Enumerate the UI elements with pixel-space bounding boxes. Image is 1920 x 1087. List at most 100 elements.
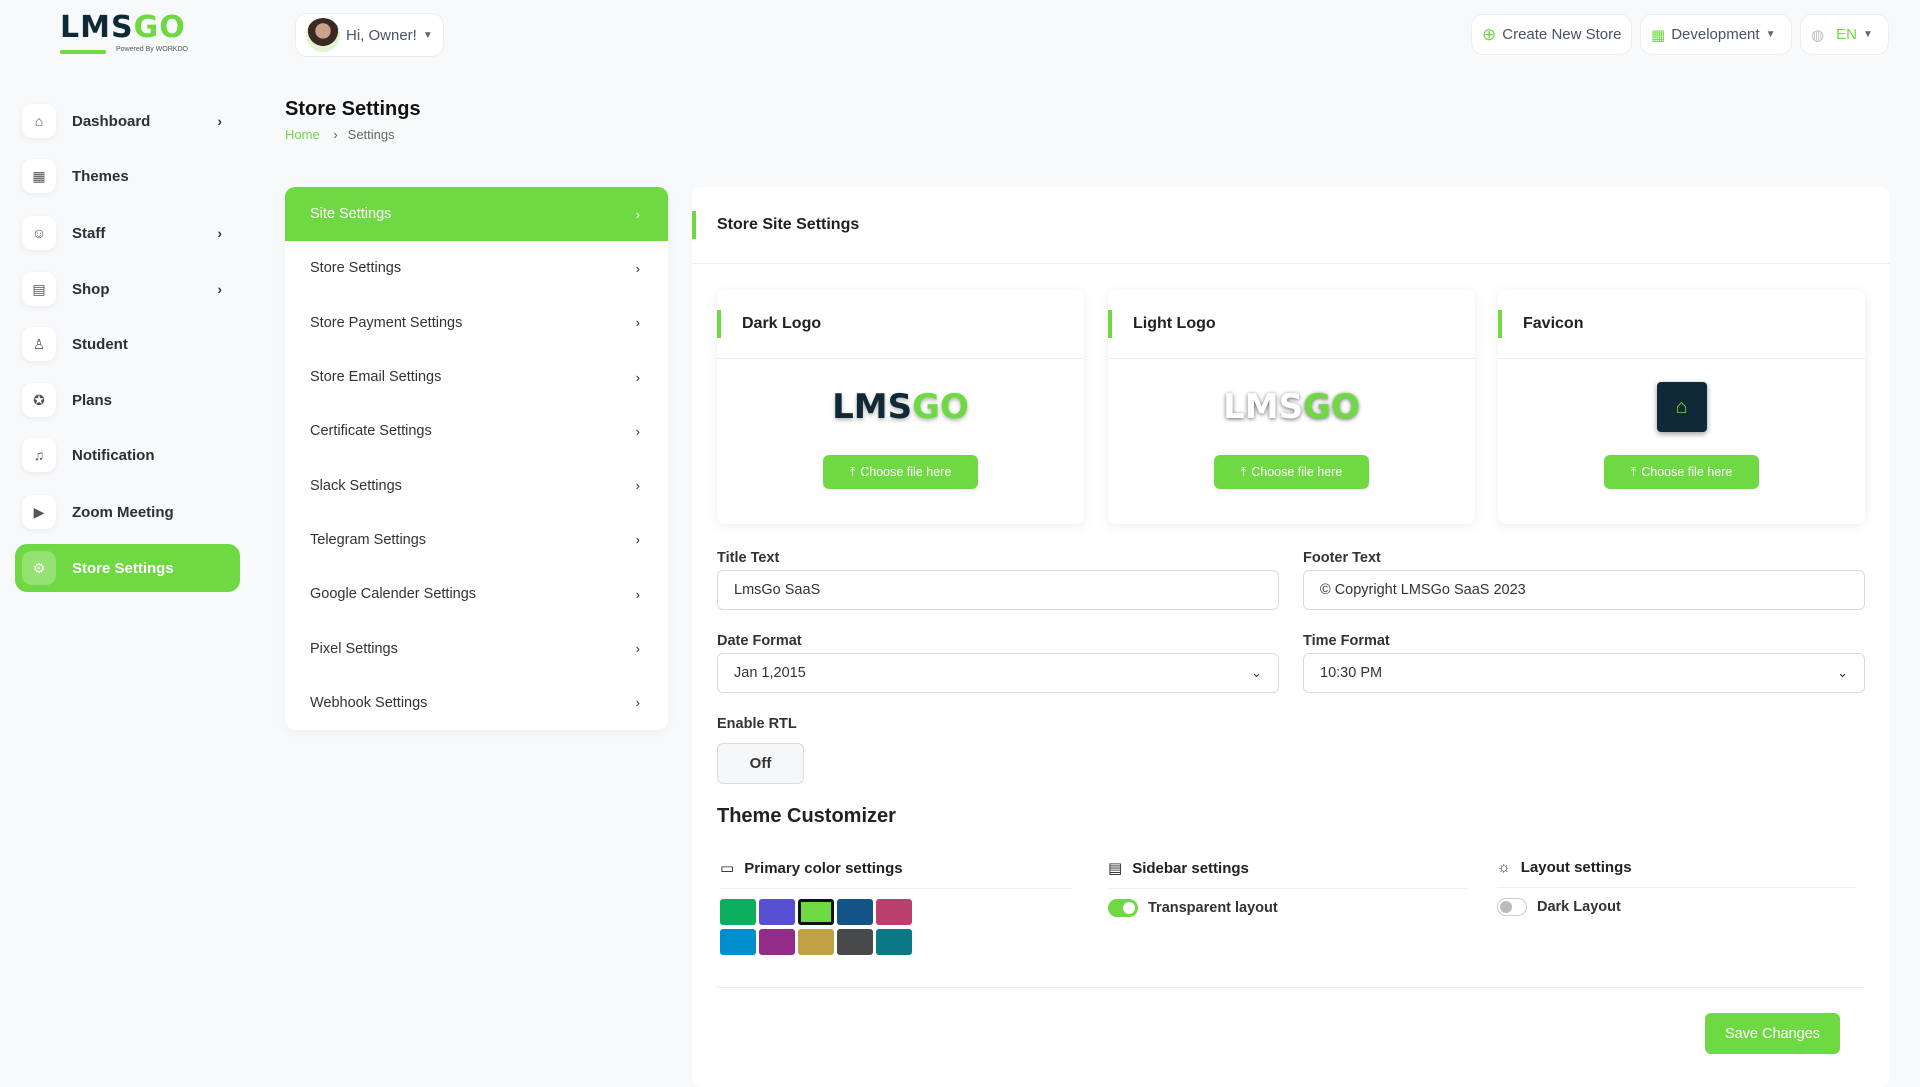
theme-customizer-title: Theme Customizer [717, 805, 896, 827]
chevron-right-icon: › [217, 281, 222, 297]
chevron-right-icon: › [217, 113, 222, 129]
save-changes-button[interactable]: Save Changes [1705, 1013, 1840, 1054]
sidebar-item-plans[interactable]: ✪ Plans [15, 376, 240, 424]
color-swatch[interactable] [837, 899, 873, 925]
chevron-right-icon: › [635, 423, 640, 439]
favicon-preview: ⌂ [1656, 382, 1707, 432]
page-title: Store Settings [285, 98, 421, 120]
upload-icon: ⤒ [849, 464, 856, 479]
date-format-select[interactable]: Jan 1,2015 ⌄ [717, 653, 1279, 693]
chevron-right-icon: › [635, 206, 640, 222]
sidebar-item-student[interactable]: ♙ Student [15, 320, 240, 368]
choose-file-button[interactable]: ⤒ Choose file here [1214, 455, 1369, 489]
chevron-right-icon: › [635, 586, 640, 602]
user-icon: ♙ [22, 327, 56, 361]
color-swatch[interactable] [720, 929, 756, 955]
settings-menu-item[interactable]: Store Payment Settings › [310, 314, 640, 331]
logo[interactable]: LMSGO Powered By WORKDO [60, 10, 188, 54]
chevron-right-icon: › [635, 315, 640, 331]
settings-menu-item[interactable]: Pixel Settings › [310, 640, 640, 657]
settings-menu-item[interactable]: Store Settings › [310, 260, 640, 277]
credit-card-icon: ▭ [720, 860, 735, 877]
sidebar-item-label: Student [72, 335, 128, 353]
home-icon: ⌂ [22, 104, 56, 138]
sidebar-item-label: Shop [72, 280, 110, 298]
settings-menu-item[interactable]: Slack Settings › [310, 477, 640, 494]
color-swatch[interactable] [759, 899, 795, 925]
chevron-right-icon: › [635, 695, 640, 711]
sidebar-item-store-settings[interactable]: ⚙ Store Settings [15, 544, 240, 592]
sidebar-item-notification[interactable]: ♫ Notification [15, 431, 240, 479]
plus-circle-icon: ⊕ [1482, 24, 1497, 44]
create-store-button[interactable]: ⊕ Create New Store [1471, 14, 1633, 55]
breadcrumb-home[interactable]: Home [285, 127, 320, 142]
chevron-down-icon: ▼ [1765, 29, 1776, 40]
chevron-right-icon: › [217, 225, 222, 241]
site-settings-card: Store Site Settings Dark Logo LMSGO ⤒ Cho… [692, 187, 1890, 1087]
settings-menu-item[interactable]: Telegram Settings › [310, 531, 640, 548]
dark-logo-card: Dark Logo LMSGO ⤒ Choose file here [717, 290, 1084, 524]
upload-icon: ⤒ [1240, 464, 1247, 479]
settings-menu-item[interactable]: Certificate Settings › [310, 423, 640, 440]
chevron-right-icon: › [635, 369, 640, 385]
shop-icon: ▤ [22, 272, 56, 306]
chevron-down-icon: ▼ [422, 29, 433, 41]
chevron-right-icon: › [635, 641, 640, 657]
sidebar-item-label: Dashboard [72, 112, 151, 130]
color-swatch[interactable] [876, 899, 912, 925]
store-icon: ▦ [1651, 26, 1666, 44]
sidebar-item-label: Staff [72, 224, 106, 242]
color-swatch[interactable] [798, 899, 834, 925]
light-logo-card: Light Logo LMSGO ⤒ Choose file here [1108, 290, 1475, 524]
users-icon: ☺ [22, 216, 56, 250]
sidebar-item-label: Notification [72, 446, 155, 464]
layout-icon: ▤ [1108, 860, 1123, 877]
dark-layout-toggle[interactable] [1497, 898, 1527, 916]
chevron-down-icon: ⌄ [1251, 665, 1262, 680]
chevron-down-icon: ▼ [1862, 29, 1873, 40]
breadcrumb: Home › Settings [285, 127, 395, 142]
color-swatch[interactable] [720, 899, 756, 925]
rtl-toggle[interactable]: Off [717, 743, 804, 784]
color-swatch[interactable] [837, 929, 873, 955]
color-swatch[interactable] [798, 929, 834, 955]
settings-menu-item[interactable]: Site Settings › [285, 187, 668, 242]
choose-file-button[interactable]: ⤒ Choose file here [1604, 455, 1759, 489]
card-title: Store Site Settings [717, 216, 860, 233]
sidebar-item-label: Themes [72, 167, 129, 185]
sidebar-item-staff[interactable]: ☺ Staff › [15, 209, 240, 257]
upload-icon: ⤒ [1630, 464, 1637, 479]
choose-file-button[interactable]: ⤒ Choose file here [823, 455, 978, 489]
light-logo-preview: LMSGO [1223, 387, 1360, 427]
color-swatch[interactable] [759, 929, 795, 955]
sidebar-item-label: Zoom Meeting [72, 503, 174, 521]
dark-logo-preview: LMSGO [832, 387, 969, 427]
settings-menu-item[interactable]: Webhook Settings › [310, 694, 640, 711]
sidebar-item-zoom-meeting[interactable]: ▶ Zoom Meeting [15, 488, 240, 536]
language-select[interactable]: ◍ EN ▼ [1800, 14, 1889, 55]
time-format-select[interactable]: 10:30 PM ⌄ [1303, 653, 1865, 693]
transparent-layout-toggle[interactable] [1108, 899, 1138, 917]
chevron-right-icon: › [635, 260, 640, 276]
footer-text-input[interactable]: © Copyright LMSGo SaaS 2023 [1303, 570, 1865, 610]
gear-icon: ⚙ [22, 551, 56, 585]
user-menu[interactable]: Hi, Owner! ▼ [295, 13, 444, 57]
sidebar-item-label: Plans [72, 391, 113, 409]
sidebar-item-shop[interactable]: ▤ Shop › [15, 265, 240, 313]
store-select[interactable]: ▦ Development ▼ [1640, 14, 1792, 55]
chevron-right-icon: › [635, 478, 640, 494]
color-swatch[interactable] [876, 929, 912, 955]
chevron-down-icon: ⌄ [1837, 665, 1848, 680]
video-icon: ▶ [22, 495, 56, 529]
sidebar-item-themes[interactable]: ▦ Themes [15, 152, 240, 200]
settings-menu-item[interactable]: Store Email Settings › [310, 369, 640, 386]
favicon-card: Favicon ⌂ ⤒ Choose file here [1498, 290, 1865, 524]
settings-menu: Site Settings › Store Settings › Store Payme… [285, 187, 668, 730]
settings-menu-item[interactable]: Google Calender Settings › [310, 586, 640, 603]
chevron-right-icon: › [635, 532, 640, 548]
title-text-input[interactable]: LmsGo SaaS [717, 570, 1279, 610]
sidebar-item-dashboard[interactable]: ⌂ Dashboard › [15, 97, 240, 145]
globe-icon: ◍ [1811, 26, 1825, 44]
grid-icon: ▦ [22, 159, 56, 193]
avatar [306, 18, 340, 52]
